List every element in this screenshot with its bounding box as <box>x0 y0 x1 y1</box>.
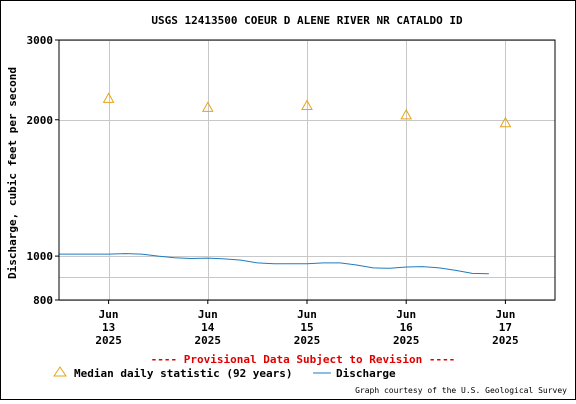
x-tick-label: Jun <box>297 308 317 321</box>
y-tick-label: 3000 <box>27 34 54 47</box>
x-tick-label: Jun <box>198 308 218 321</box>
x-tick-label: 13 <box>102 321 115 334</box>
legend-median-label: Median daily statistic (92 years) <box>74 367 293 380</box>
grid-lines <box>59 40 555 301</box>
plot-area-border <box>58 39 556 301</box>
x-tick-label: 2025 <box>393 334 420 347</box>
legend: Median daily statistic (92 years) Discha… <box>53 366 396 380</box>
x-tick-label: 16 <box>400 321 414 334</box>
median-triangle-marker <box>400 108 413 120</box>
x-tick-label: 17 <box>499 321 512 334</box>
credit-text: Graph courtesy of the U.S. Geological Su… <box>355 386 567 395</box>
median-triangle-marker <box>301 99 313 111</box>
median-triangle-marker <box>201 101 214 112</box>
x-tick-label: Jun <box>495 308 515 321</box>
discharge-line <box>59 253 489 275</box>
x-tick-label: 2025 <box>492 334 519 347</box>
x-tick-label: 14 <box>201 321 215 334</box>
x-tick-label: 15 <box>300 321 313 334</box>
x-tick-label: Jun <box>396 308 416 321</box>
median-triangle-marker <box>499 116 512 128</box>
y-tick-label: 1000 <box>27 250 54 263</box>
x-axis-ticks: Jun132025Jun142025Jun152025Jun162025Jun1… <box>95 300 519 347</box>
median-triangle-marker <box>102 92 115 103</box>
x-tick-label: 2025 <box>95 334 122 347</box>
y-axis-ticks: 800 1000 2000 3000 <box>27 34 59 307</box>
legend-triangle-icon <box>53 366 67 377</box>
data-series <box>59 92 512 275</box>
x-tick-label: 2025 <box>294 334 321 347</box>
y-tick-label: 2000 <box>27 114 54 127</box>
legend-discharge-label: Discharge <box>336 367 396 380</box>
y-axis-label: Discharge, cubic feet per second <box>6 67 19 279</box>
provisional-note: ---- Provisional Data Subject to Revisio… <box>151 353 456 366</box>
chart-title: USGS 12413500 COEUR D ALENE RIVER NR CAT… <box>151 14 463 27</box>
x-tick-label: Jun <box>99 308 119 321</box>
y-tick-label: 800 <box>33 294 53 307</box>
x-tick-label: 2025 <box>195 334 222 347</box>
